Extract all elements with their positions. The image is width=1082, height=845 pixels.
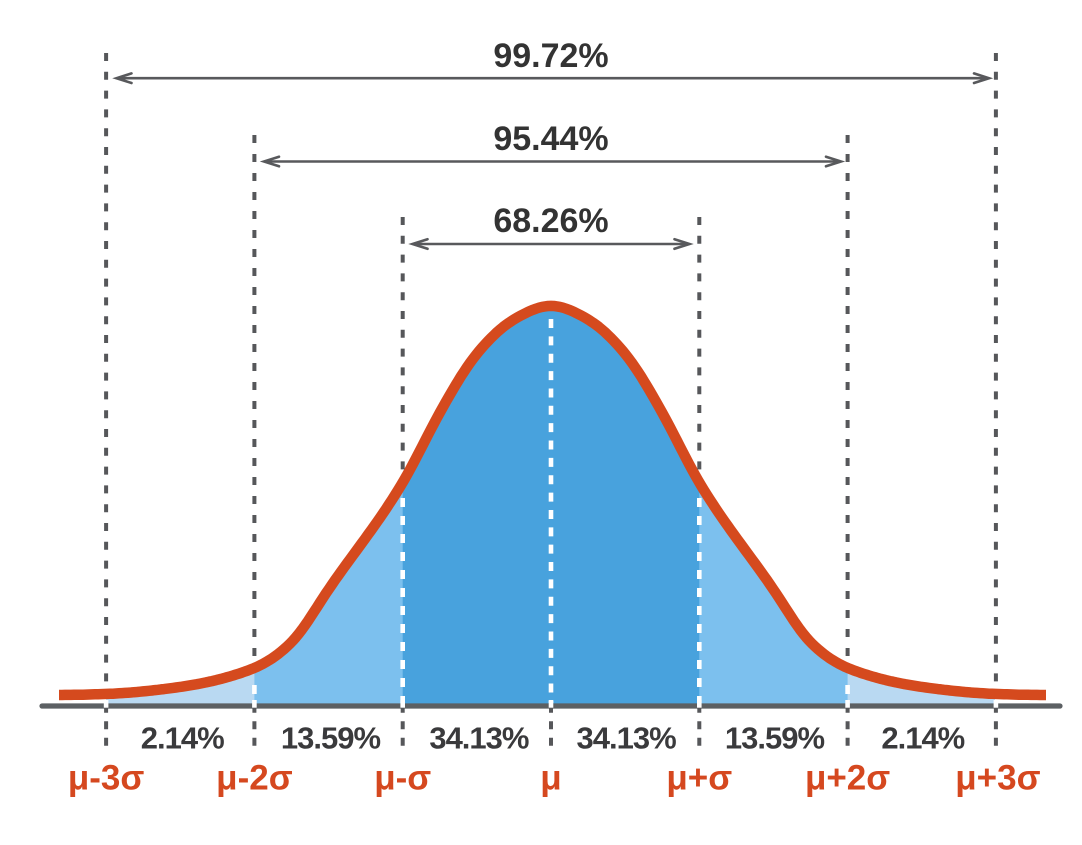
svg-text:68.26%: 68.26%	[493, 202, 608, 240]
svg-text:μ+3σ: μ+3σ	[955, 759, 1040, 798]
svg-text:μ+2σ: μ+2σ	[805, 759, 890, 798]
svg-text:13.59%: 13.59%	[725, 720, 825, 755]
svg-text:μ-2σ: μ-2σ	[216, 759, 293, 798]
svg-text:2.14%: 2.14%	[881, 720, 964, 755]
svg-text:2.14%: 2.14%	[141, 720, 224, 755]
svg-text:μ: μ	[540, 759, 561, 798]
svg-text:μ+σ: μ+σ	[666, 759, 732, 798]
svg-text:μ-3σ: μ-3σ	[68, 759, 145, 798]
svg-text:99.72%: 99.72%	[493, 37, 608, 75]
svg-text:95.44%: 95.44%	[493, 120, 608, 158]
svg-text:μ-σ: μ-σ	[374, 759, 431, 798]
svg-text:34.13%: 34.13%	[577, 720, 677, 755]
svg-text:34.13%: 34.13%	[429, 720, 529, 755]
svg-text:13.59%: 13.59%	[281, 720, 381, 755]
